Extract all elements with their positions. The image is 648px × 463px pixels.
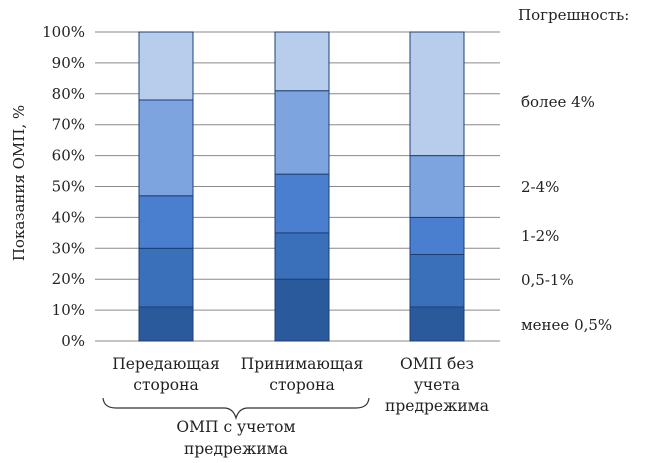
y-axis-label: Показания ОМП, % [10, 105, 28, 261]
bar-segment [274, 31, 330, 92]
y-tick-label: 20% [52, 270, 85, 288]
bar-segment [138, 247, 194, 308]
legend: менее 0,5% 0,5-1% 1-2% 2-4% более 4% [521, 93, 612, 334]
y-tick-label: 10% [52, 301, 85, 319]
bar-segment [138, 99, 194, 197]
y-tick-label: 60% [52, 147, 85, 165]
bar-segment [138, 306, 194, 342]
bar-segment [274, 90, 330, 175]
bar-segment [138, 195, 194, 249]
y-tick-labels: 0% 10% 20% 30% 40% 50% 60% 70% 80% 90% 100% [42, 23, 85, 350]
legend-entry: 1-2% [521, 227, 559, 245]
bars [138, 31, 465, 342]
bar-segment [409, 253, 465, 308]
category-label: ОМП без [400, 355, 474, 373]
group-label-line: предрежима [184, 440, 288, 458]
category-label: Принимающая [241, 355, 364, 373]
bar-segment [274, 278, 330, 342]
category-label: сторона [269, 376, 334, 394]
group-brace [102, 397, 370, 421]
bar-segment [274, 232, 330, 280]
category-label: предрежима [385, 397, 489, 415]
legend-entry: менее 0,5% [521, 316, 612, 334]
y-tick-label: 0% [61, 332, 85, 350]
legend-entry: 0,5-1% [521, 271, 574, 289]
y-tick-label: 30% [52, 239, 85, 257]
bar-segment [409, 216, 465, 255]
legend-entry: 2-4% [521, 178, 559, 196]
bar-segment [409, 306, 465, 342]
y-tick-label: 90% [52, 54, 85, 72]
y-tick-label: 80% [52, 85, 85, 103]
group-label: ОМП с учетом предрежима [176, 418, 295, 458]
bar-segment [409, 155, 465, 218]
y-tick-label: 70% [52, 116, 85, 134]
bar-segment [138, 31, 194, 101]
y-tick-label: 40% [52, 208, 85, 226]
category-labels: Передающая сторона Принимающая сторона ОМП б… [112, 355, 489, 415]
bar-segment [274, 173, 330, 234]
group-label-line: ОМП с учетом [176, 418, 295, 436]
legend-title: Погрешность: [518, 6, 629, 24]
category-label: Передающая [112, 355, 220, 373]
y-tick-label: 50% [52, 178, 85, 196]
category-label: сторона [133, 376, 198, 394]
y-tick-label: 100% [42, 23, 85, 41]
legend-entry: более 4% [521, 93, 595, 111]
bar-segment [409, 31, 465, 157]
category-label: учета [414, 376, 460, 394]
